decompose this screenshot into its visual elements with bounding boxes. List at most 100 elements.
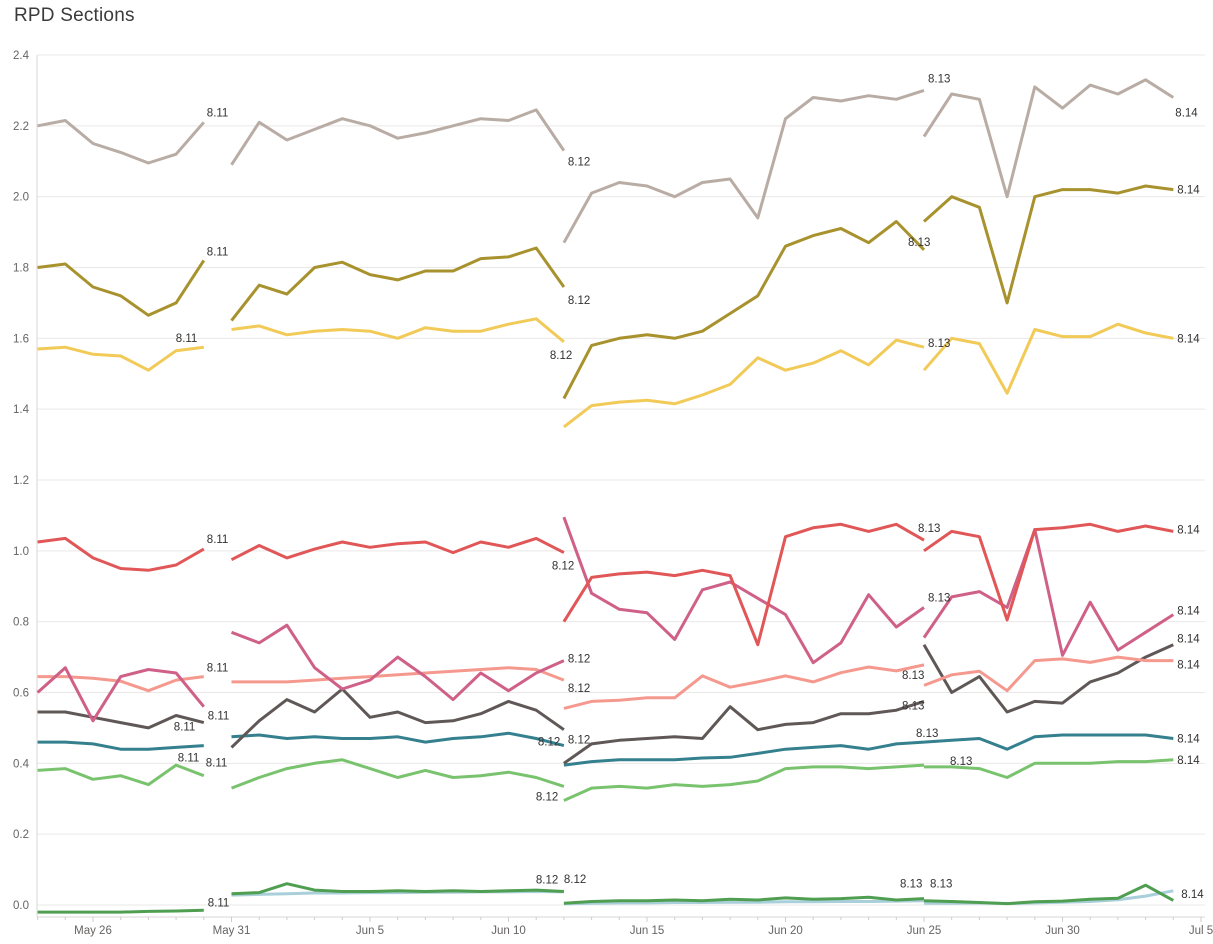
series-line-teal-8.11[interactable] [37, 740, 204, 751]
y-tick-label: 0.4 [13, 758, 30, 770]
version-label-light-blue-8.12: 8.12 [564, 874, 586, 886]
series-line-olive-8.12[interactable] [230, 246, 566, 322]
series-line-dark-green-8.12[interactable] [231, 882, 564, 896]
y-tick-label: 1.0 [13, 546, 29, 558]
version-label-teal-8.11: 8.11 [178, 753, 200, 765]
y-axis: 0.0 0.2 0.4 0.6 0.8 1.0 1.2 1.4 1.6 1.8 2.0 2.2 2.4 [13, 50, 38, 917]
version-label-magenta-8.13: 8.13 [928, 593, 950, 605]
series-line-salmon-8.11[interactable] [37, 675, 204, 693]
y-tick-label: 1.2 [13, 475, 29, 487]
version-label-dark-green-8.11: 8.11 [208, 897, 230, 909]
series-line-gray-8.13[interactable] [562, 88, 925, 244]
version-label-olive-8.12: 8.12 [568, 295, 590, 307]
series-line-teal-8.14[interactable] [923, 733, 1174, 751]
version-label-olive-8.14: 8.14 [1177, 185, 1200, 197]
y-tick-label: 0.6 [13, 687, 29, 699]
version-labels: 8.12 8.13 8.14 8.11 8.12 8.13 8.11 8.12 8.13 8.14… [174, 73, 1204, 909]
series-line-gray-8.14[interactable] [922, 78, 1175, 199]
version-label-gray-8.11: 8.11 [207, 107, 229, 119]
version-label-magenta-8.12: 8.12 [568, 654, 590, 666]
series-line-dark-green-8.11[interactable] [37, 908, 204, 914]
version-label-light-blue-8.14: 8.14 [1181, 889, 1204, 901]
series-line-dark-gray-8.14[interactable] [922, 643, 1174, 714]
series-line-yellow-8.14[interactable] [922, 322, 1174, 395]
version-label-teal-8.13: 8.13 [916, 728, 938, 740]
series-line-light-blue-8.13[interactable] [563, 899, 925, 906]
y-tick-label: 0.0 [13, 900, 29, 912]
version-label-magenta-8.14: 8.14 [1177, 606, 1200, 618]
version-label-gray-8.14: 8.14 [1175, 108, 1198, 120]
version-label-gray-8.12: 8.12 [568, 157, 590, 169]
version-label-yellow-8.11: 8.11 [176, 333, 198, 345]
series-lines [36, 78, 1175, 914]
series-line-light-green-8.14[interactable] [924, 758, 1174, 779]
version-label-olive-8.13: 8.13 [908, 237, 930, 249]
version-label-teal-8.12: 8.12 [568, 735, 590, 747]
version-label-olive-8.11: 8.11 [207, 246, 229, 258]
x-tick-label: May 26 [74, 925, 112, 937]
version-label-light-green-8.14: 8.14 [1177, 755, 1200, 767]
series-line-yellow-8.12[interactable] [231, 317, 565, 344]
series-line-salmon-8.12[interactable] [231, 666, 565, 684]
series-line-dark-green-8.13[interactable] [563, 895, 925, 905]
version-label-dark-gray-8.12: 8.12 [538, 737, 560, 749]
x-tick-label: Jun 30 [1045, 925, 1080, 937]
series-line-yellow-8.13[interactable] [562, 338, 925, 429]
version-label-red-8.14: 8.14 [1177, 524, 1200, 536]
series-line-gray-8.12[interactable] [230, 108, 566, 166]
series-line-light-green-8.12[interactable] [230, 758, 565, 790]
version-label-dark-green-8.12: 8.12 [536, 875, 558, 887]
y-tick-label: 2.0 [13, 192, 29, 204]
series-line-magenta-8.13[interactable] [562, 516, 925, 665]
x-tick-label: Jun 25 [907, 925, 942, 937]
x-tick-label: Jun 10 [491, 925, 526, 937]
series-line-dark-gray-8.11[interactable] [37, 710, 205, 730]
version-label-red-8.11: 8.11 [207, 534, 229, 546]
series-line-dark-gray-8.12[interactable] [230, 687, 565, 749]
series-line-yellow-8.11[interactable] [37, 345, 204, 372]
series-line-dark-green-8.14[interactable] [923, 883, 1175, 906]
version-label-salmon-8.11: 8.11 [207, 663, 229, 675]
series-line-red-8.14[interactable] [923, 522, 1174, 622]
version-label-dark-green-8.13: 8.13 [900, 879, 922, 891]
series-line-olive-8.14[interactable] [922, 184, 1174, 305]
series-line-magenta-8.14[interactable] [922, 528, 1175, 657]
series-line-red-8.12[interactable] [230, 536, 565, 562]
y-tick-label: 1.8 [13, 262, 29, 274]
series-line-olive-8.11[interactable] [37, 259, 206, 317]
x-axis: May 26 May 31 Jun 5 Jun 10 Jun 15 Jun 20 Jun 2… [37, 916, 1213, 937]
version-label-light-green-8.13: 8.13 [950, 756, 972, 768]
version-label-dark-gray-8.11: 8.11 [174, 722, 196, 734]
series-line-teal-8.12[interactable] [231, 731, 565, 748]
series-line-magenta-8.11[interactable] [36, 666, 205, 723]
series-line-salmon-8.13[interactable] [563, 663, 925, 710]
series-line-olive-8.13[interactable] [562, 220, 926, 400]
version-label-light-green-8.11: 8.11 [206, 758, 228, 770]
version-label-teal-8.14: 8.14 [1177, 734, 1200, 746]
y-tick-label: 1.6 [13, 333, 29, 345]
y-tick-label: 0.2 [13, 829, 29, 841]
x-tick-label: Jun 5 [356, 925, 384, 937]
series-line-red-8.11[interactable] [37, 536, 205, 572]
series-line-salmon-8.14[interactable] [923, 655, 1174, 693]
series-line-light-green-8.11[interactable] [37, 763, 205, 787]
series-line-dark-gray-8.13[interactable] [563, 699, 925, 765]
series-line-magenta-8.12[interactable] [230, 623, 565, 702]
version-label-magenta-8.11: 8.11 [208, 711, 230, 723]
x-tick-label: Jun 20 [768, 925, 803, 937]
x-tick-label: Jun 15 [630, 925, 665, 937]
version-label-yellow-8.13: 8.13 [928, 338, 950, 350]
version-label-yellow-8.12: 8.12 [550, 350, 572, 362]
series-line-teal-8.13[interactable] [563, 740, 925, 767]
y-tick-label: 2.4 [13, 50, 30, 62]
x-tick-label: Jul 5 [1189, 925, 1213, 937]
y-tick-label: 0.8 [13, 617, 29, 629]
series-line-gray-8.11[interactable] [37, 119, 205, 165]
version-label-dark-gray-8.13: 8.13 [902, 700, 924, 712]
series-line-light-green-8.13[interactable] [563, 763, 925, 802]
version-label-red-8.13: 8.13 [918, 523, 940, 535]
series-line-red-8.13[interactable] [562, 522, 925, 647]
version-label-light-green-8.12: 8.12 [536, 791, 558, 803]
version-label-light-blue-8.13: 8.13 [930, 879, 952, 891]
